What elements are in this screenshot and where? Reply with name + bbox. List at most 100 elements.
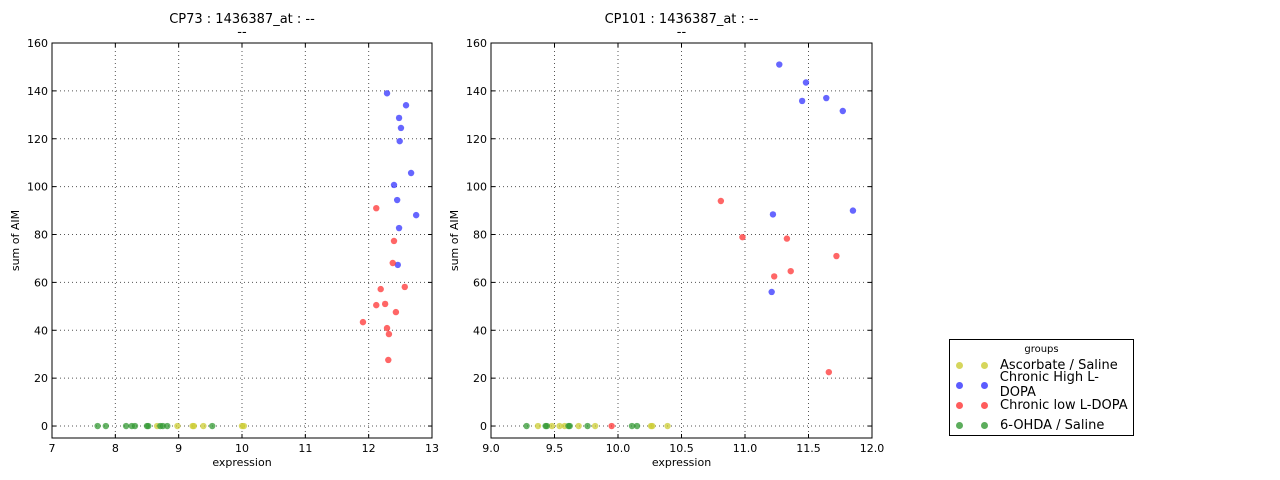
chart-title: CP73 : 1436387_at : -- — [169, 12, 315, 27]
legend: groups Ascorbate / Saline Chronic High L… — [949, 339, 1134, 436]
y-tick-label: 40 — [473, 324, 487, 337]
data-point — [390, 181, 398, 189]
data-point — [145, 422, 152, 430]
series-6-ohda-saline — [94, 422, 216, 430]
y-axis-label: sum of AIM — [9, 210, 22, 271]
x-tick-label: 10.0 — [606, 442, 631, 455]
data-point — [534, 422, 542, 430]
data-point — [402, 102, 410, 109]
data-point — [833, 252, 840, 260]
series-6-ohda-saline — [523, 422, 641, 430]
legend-marker — [956, 361, 963, 369]
legend-label: 6-OHDA / Saline — [1000, 417, 1105, 433]
data-point — [802, 79, 810, 86]
data-point — [393, 196, 401, 204]
x-tick-label: 9.5 — [546, 442, 564, 455]
data-point — [385, 330, 393, 338]
legend-label: Ascorbate / Saline — [1000, 357, 1118, 373]
y-tick-label: 20 — [473, 372, 487, 385]
x-tick-label: 9.0 — [482, 442, 500, 455]
data-point — [373, 301, 380, 309]
data-point — [389, 259, 396, 267]
y-tick-label: 160 — [27, 37, 48, 50]
data-point — [584, 422, 591, 430]
data-point — [825, 368, 833, 376]
series-chronic-high-l-dopa — [768, 61, 857, 296]
data-point — [396, 137, 403, 145]
series-chronic-low-l-dopa — [608, 197, 840, 430]
data-point — [190, 422, 198, 430]
y-tick-label: 80 — [34, 229, 48, 242]
data-point — [209, 422, 216, 430]
data-point — [839, 107, 846, 115]
data-point — [240, 422, 248, 430]
y-tick-label: 40 — [34, 324, 48, 337]
data-point — [608, 422, 615, 430]
legend-marker — [980, 381, 988, 389]
data-point — [381, 300, 389, 308]
legend-item-ascorbate: Ascorbate / Saline — [950, 355, 1133, 375]
data-point — [717, 197, 725, 205]
x-tick-label: 13 — [425, 442, 439, 455]
legend-marker — [956, 421, 963, 429]
data-point — [122, 422, 130, 430]
data-point — [174, 422, 181, 430]
legend-item-chronic-low: Chronic low L-DOPA — [950, 395, 1133, 415]
data-point — [849, 207, 857, 214]
plot-frame — [490, 42, 873, 439]
legend-marker — [981, 361, 988, 369]
chart-subtitle: -- — [677, 25, 687, 40]
y-tick-label: 60 — [473, 276, 487, 289]
y-axis-label: sum of AIM — [448, 210, 461, 271]
subplot-1: 7 8 9 10 11 12 13 0 20 40 60 80 100 120 140 160 CP73 : 1… — [9, 12, 439, 469]
y-tick-label: 60 — [34, 276, 48, 289]
data-point — [787, 267, 794, 275]
x-axis-label: expression — [652, 456, 711, 469]
data-point — [131, 422, 139, 430]
data-point — [633, 422, 641, 430]
y-tick-label: 120 — [466, 133, 487, 146]
data-point — [407, 169, 415, 177]
x-tick-label: 12.0 — [860, 442, 885, 455]
data-point — [397, 124, 405, 132]
x-tick-label: 11 — [298, 442, 312, 455]
y-tick-label: 100 — [27, 181, 48, 194]
data-point — [628, 422, 636, 430]
legend-marker — [956, 381, 963, 389]
data-point — [591, 422, 599, 430]
chart-title: CP101 : 1436387_at : -- — [605, 12, 759, 27]
data-point — [771, 273, 778, 280]
legend-title: groups — [1024, 344, 1059, 355]
y-tick-label: 80 — [473, 229, 487, 242]
series-chronic-high-l-dopa — [383, 90, 420, 269]
data-point — [385, 356, 392, 364]
data-point — [392, 308, 400, 316]
y-tick-label: 20 — [34, 372, 48, 385]
data-point — [373, 204, 380, 212]
series-chronic-low-l-dopa — [359, 204, 408, 364]
data-point — [412, 211, 420, 219]
data-point — [395, 114, 403, 122]
data-point — [164, 422, 171, 430]
y-tick-label: 140 — [27, 85, 48, 98]
data-point — [390, 237, 398, 245]
legend-marker — [981, 421, 988, 429]
data-point — [102, 422, 110, 430]
chart-subtitle: -- — [237, 25, 247, 40]
y-tick-label: 120 — [27, 133, 48, 146]
data-point — [556, 422, 563, 430]
y-tick-label: 160 — [466, 37, 487, 50]
x-tick-label: 7 — [49, 442, 56, 455]
plot-frame — [51, 42, 433, 439]
data-point — [823, 94, 830, 102]
data-point — [383, 324, 391, 332]
data-point — [566, 422, 573, 430]
data-point — [401, 283, 408, 291]
data-point — [649, 422, 656, 430]
data-point — [575, 422, 582, 430]
data-point — [394, 261, 401, 269]
y-tick-label: 0 — [480, 420, 487, 433]
x-axis-label: expression — [212, 456, 271, 469]
legend-label: Chronic low L-DOPA — [1000, 397, 1128, 413]
